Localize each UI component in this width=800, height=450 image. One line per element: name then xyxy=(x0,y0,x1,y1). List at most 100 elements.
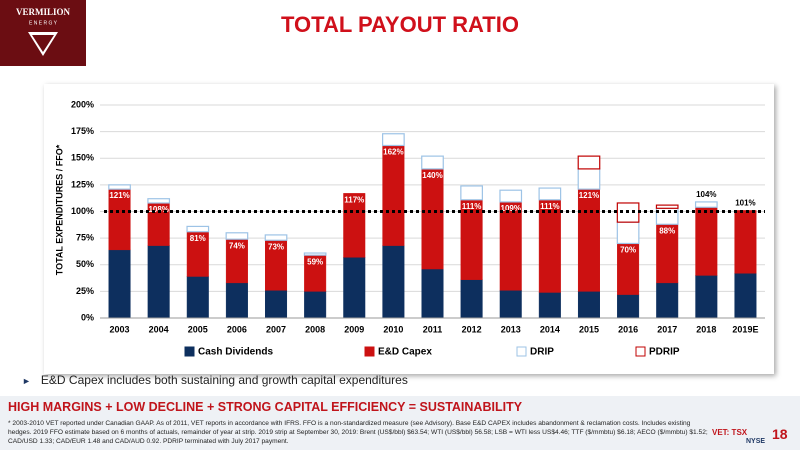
x-tick-label: 2017 xyxy=(657,324,677,334)
y-tick-label: 175% xyxy=(71,126,94,136)
bar-segment xyxy=(577,155,601,170)
legend-label: Cash Dividends xyxy=(198,347,273,358)
bar-segment xyxy=(421,155,444,170)
legend-swatch xyxy=(364,346,375,357)
total-label: 74% xyxy=(229,241,245,250)
bar-segment xyxy=(303,252,327,256)
total-label: 121% xyxy=(109,191,129,200)
bar-segment xyxy=(694,201,718,208)
bar-segment xyxy=(655,204,679,209)
y-tick-label: 125% xyxy=(71,179,94,189)
bar-segment xyxy=(147,198,171,204)
bar-segment xyxy=(108,184,131,190)
bar-segment xyxy=(577,291,600,319)
bar-segment xyxy=(499,201,522,291)
bar-segment xyxy=(343,193,366,258)
x-tick-label: 2003 xyxy=(110,324,130,334)
total-label: 111% xyxy=(462,202,482,211)
x-tick-label: 2010 xyxy=(383,324,403,334)
logo: VERMILION E N E R G Y xyxy=(0,0,86,66)
bar-segment xyxy=(186,225,210,233)
total-label: 109% xyxy=(501,204,521,213)
y-tick-label: 150% xyxy=(71,153,94,163)
bar-segment xyxy=(695,275,718,319)
bar-segment xyxy=(264,234,288,241)
bullet-icon: ► xyxy=(22,376,31,386)
bar-segment xyxy=(421,268,444,319)
x-tick-label: 2018 xyxy=(696,324,716,334)
logo-sub: E N E R G Y xyxy=(29,20,58,26)
bar-segment xyxy=(538,199,561,293)
x-tick-label: 2007 xyxy=(266,324,286,334)
bar-segment xyxy=(382,145,405,246)
bar-segment xyxy=(460,279,483,319)
footer-band xyxy=(0,396,800,450)
total-label: 81% xyxy=(190,234,206,243)
total-label: 111% xyxy=(540,202,560,211)
ticker-tsx: VET: TSX xyxy=(712,428,748,437)
total-label: 104% xyxy=(696,190,716,199)
bar-segment xyxy=(695,206,718,276)
page-number: 18 xyxy=(772,426,788,442)
total-label: 108% xyxy=(148,205,168,214)
legend-label: DRIP xyxy=(530,347,554,358)
y-tick-label: 75% xyxy=(76,233,94,243)
bar-segment xyxy=(499,189,523,203)
total-label: 73% xyxy=(268,242,284,251)
bar-segment xyxy=(617,294,640,319)
x-tick-label: 2012 xyxy=(462,324,482,334)
bar-segment xyxy=(147,245,170,319)
legend-label: E&D Capex xyxy=(378,347,432,358)
x-tick-label: 2014 xyxy=(540,324,560,334)
bar-segment xyxy=(304,291,327,319)
bar-segment xyxy=(108,249,131,319)
x-tick-label: 2013 xyxy=(501,324,521,334)
total-label: 162% xyxy=(383,148,403,157)
legend-swatch xyxy=(184,346,195,357)
bullet: ► E&D Capex includes both sustaining and … xyxy=(22,373,408,387)
logo-name: VERMILION xyxy=(16,7,71,17)
chart: TOTAL EXPENDITURES / FFO* 0% 25% 50% 75% 100… xyxy=(54,99,765,358)
bar-segment xyxy=(577,168,601,190)
x-tick-label: 2009 xyxy=(344,324,364,334)
bar-segment xyxy=(538,292,561,319)
y-tick-label: 0% xyxy=(81,312,94,322)
x-tick-label: 2005 xyxy=(188,324,208,334)
y-tick-label: 200% xyxy=(71,99,94,109)
bar-segment xyxy=(421,168,444,270)
x-tick-label: 2006 xyxy=(227,324,247,334)
bar-segment xyxy=(265,290,288,319)
bar-segment xyxy=(616,221,640,245)
bar-segment xyxy=(656,282,679,319)
total-label: 101% xyxy=(735,199,755,208)
bullet-text: E&D Capex includes both sustaining and g… xyxy=(40,373,408,387)
legend-swatch xyxy=(516,346,527,357)
legend-label: PDRIP xyxy=(649,347,680,358)
y-tick-label: 25% xyxy=(76,286,94,296)
total-label: 117% xyxy=(344,196,364,205)
total-label: 121% xyxy=(579,191,599,200)
footnote: * 2003-2010 VET reported under Canadian … xyxy=(8,420,708,445)
bar-segment xyxy=(538,187,562,201)
ticker-nyse: NYSE xyxy=(746,438,766,445)
bar-segment xyxy=(186,276,209,319)
total-label: 59% xyxy=(307,257,323,266)
tagline: HIGH MARGINS + LOW DECLINE + STRONG CAPI… xyxy=(8,400,523,414)
bar-segment xyxy=(225,282,248,319)
bar-segment xyxy=(225,232,249,240)
x-tick-label: 2008 xyxy=(305,324,325,334)
x-tick-label: 2011 xyxy=(423,324,443,334)
total-label: 88% xyxy=(659,226,675,235)
bar-segment xyxy=(460,185,483,201)
x-tick-label: 2019E xyxy=(732,324,758,334)
total-label: 140% xyxy=(422,171,442,180)
bar-segment xyxy=(382,245,405,319)
bar-segment xyxy=(382,133,405,147)
bar-segment xyxy=(734,273,757,319)
y-tick-label: 100% xyxy=(71,206,94,216)
bar-segment xyxy=(343,257,366,319)
slide-title: TOTAL PAYOUT RATIO xyxy=(281,12,519,37)
bar-segment xyxy=(499,290,522,319)
bar-segment xyxy=(577,188,600,292)
